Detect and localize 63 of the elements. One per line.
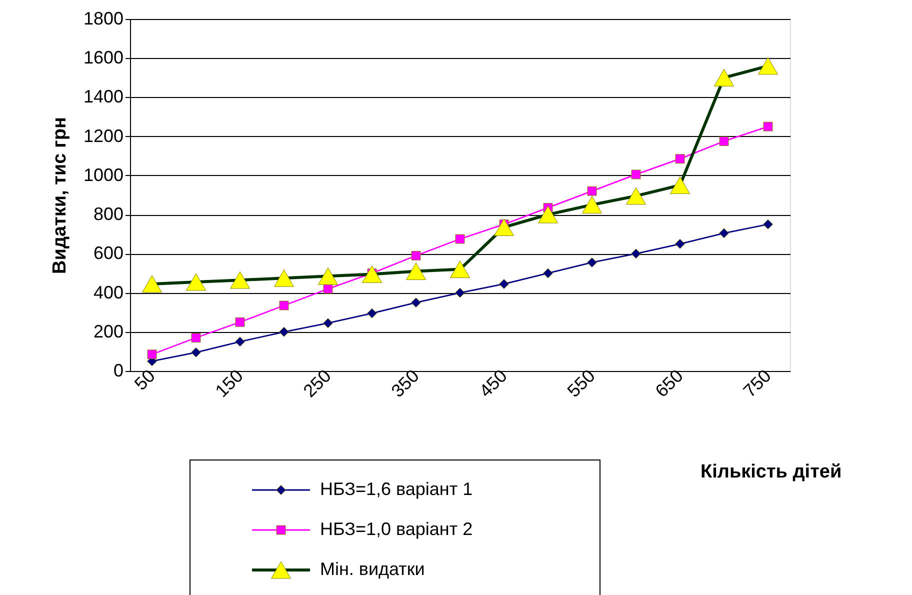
- x-tick-label: 450: [475, 366, 511, 402]
- point: [142, 275, 162, 293]
- point: [631, 170, 641, 180]
- point: [719, 136, 729, 146]
- x-axis-title: Кількість дітей: [700, 462, 842, 482]
- point: [450, 260, 470, 278]
- y-tick-label: 800: [93, 204, 124, 224]
- point: [323, 284, 333, 294]
- y-axis-title: Видатки, тис грн: [49, 117, 70, 274]
- point: [411, 298, 421, 308]
- point: [235, 336, 245, 347]
- x-tick-label: 250: [299, 366, 335, 402]
- point: [230, 271, 250, 289]
- x-tick-label: 550: [563, 366, 599, 402]
- y-tick-label: 1200: [83, 126, 124, 146]
- point: [362, 266, 382, 283]
- x-tick-label: 650: [651, 366, 687, 402]
- y-tick-label: 400: [93, 282, 124, 302]
- point: [186, 273, 206, 291]
- point: [191, 333, 201, 342]
- point: [411, 250, 421, 260]
- point: [714, 68, 734, 86]
- point: [455, 288, 465, 298]
- point: [763, 219, 773, 230]
- point: [587, 186, 597, 196]
- y-tick-label: 1400: [83, 86, 124, 107]
- point: [318, 267, 338, 285]
- point: [367, 308, 377, 318]
- x-tick-label: 750: [739, 366, 775, 402]
- y-tick-label: 200: [93, 321, 124, 342]
- y-tick-label: 600: [93, 243, 124, 264]
- legend-label: НБЗ=1,0 варіант 2: [320, 519, 473, 539]
- point: [543, 268, 553, 278]
- point: [274, 269, 294, 287]
- point: [191, 347, 201, 358]
- y-tick-label: 1600: [83, 48, 124, 68]
- point: [406, 262, 426, 280]
- point: [279, 300, 289, 310]
- legend-label: НБЗ=1,6 варіант 1: [320, 479, 473, 499]
- point: [494, 218, 514, 236]
- point: [631, 248, 641, 259]
- point: [455, 234, 465, 244]
- point: [538, 206, 558, 224]
- point: [626, 187, 646, 205]
- y-tick-label: 0: [113, 360, 124, 380]
- y-tick-label: 1000: [83, 164, 124, 185]
- y-tick-label: 1800: [83, 8, 124, 28]
- point: [670, 176, 690, 194]
- point: [279, 326, 289, 337]
- point: [499, 278, 509, 289]
- point: [719, 228, 729, 238]
- x-tick-label: 350: [387, 366, 423, 402]
- point: [582, 196, 602, 214]
- point: [675, 154, 685, 164]
- x-tick-label: 150: [211, 366, 247, 402]
- point: [758, 57, 778, 75]
- point: [323, 318, 333, 328]
- point: [147, 350, 157, 360]
- point: [587, 257, 597, 268]
- point: [763, 122, 773, 132]
- point: [675, 238, 685, 249]
- point: [235, 317, 245, 327]
- legend-label: Мін. видатки: [320, 559, 425, 579]
